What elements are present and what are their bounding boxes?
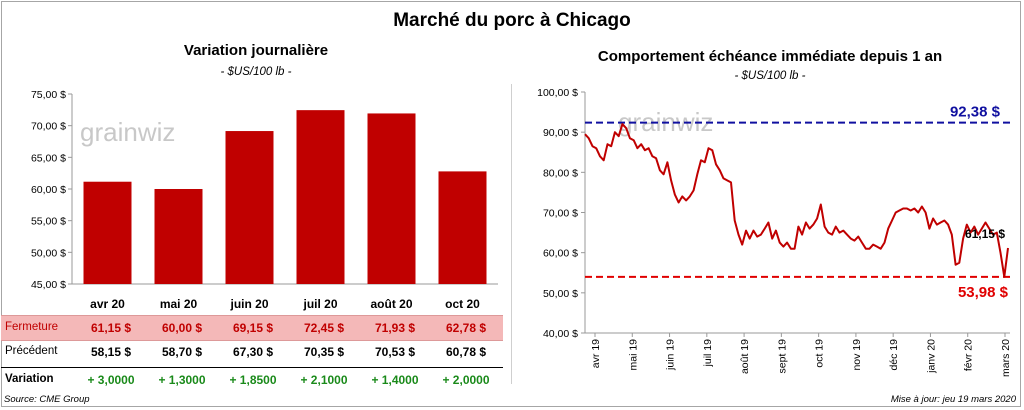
line-x-tick-label: déc 19: [888, 339, 900, 371]
line-x-tick-label: mars 20: [1000, 339, 1012, 377]
variation-cell: + 2,0000: [442, 373, 490, 387]
previous-cell: 60,78 $: [445, 345, 487, 359]
bar: [367, 113, 416, 285]
variation-row: Variation + 3,0000 + 1,3000 + 1,8500 + 2…: [1, 367, 503, 392]
close-cell: 60,00 $: [161, 321, 203, 335]
price-series-line: [584, 123, 1009, 278]
close-cell: 61,15 $: [90, 321, 132, 335]
bar: [225, 131, 274, 284]
update-note: Mise à jour: jeu 19 mars 2020: [890, 394, 1016, 405]
line-x-tick-label: avr 19: [590, 339, 602, 368]
line-x-tick-label: oct 19: [814, 339, 826, 368]
previous-cell: 70,53 $: [374, 345, 416, 359]
high-value-label: 92,38 $: [950, 104, 1001, 121]
page-title: Marché du porc à Chicago: [393, 10, 631, 31]
bar-category-label: juil 20: [302, 297, 337, 311]
panel-divider: [511, 84, 512, 384]
bar-category-label: mai 20: [160, 297, 198, 311]
variation-cell: + 1,3000: [158, 373, 206, 387]
previous-cell: 58,15 $: [90, 345, 132, 359]
bar-y-tick-label: 75,00 $: [31, 89, 66, 101]
line-x-tick-label: juin 19: [665, 339, 677, 371]
close-cell: 62,78 $: [445, 321, 487, 335]
bar: [296, 110, 345, 285]
bar-y-tick-label: 65,00 $: [31, 152, 66, 164]
line-y-tick-label: 90,00 $: [543, 127, 578, 139]
bar-category-label: juin 20: [229, 297, 268, 311]
low-value-label: 53,98 $: [958, 284, 1009, 301]
close-row: Fermeture 61,15 $ 60,00 $ 69,15 $ 72,45 …: [1, 315, 503, 341]
close-label: Fermeture: [5, 321, 59, 333]
line-x-tick-label: févr 20: [963, 339, 975, 371]
previous-label: Précédent: [5, 345, 58, 357]
bar-y-tick-label: 55,00 $: [31, 216, 66, 228]
line-x-tick-label: mai 19: [627, 339, 639, 371]
bar: [438, 171, 487, 284]
bar-chart-title: Variation journalière: [183, 42, 329, 59]
watermark-logo: grainwiz: [80, 117, 175, 147]
last-price-label: 61,15 $: [965, 227, 1005, 241]
line-y-tick-label: 100,00 $: [537, 87, 578, 99]
line-y-tick-label: 70,00 $: [543, 208, 578, 220]
source-note: Source: CME Group: [4, 394, 90, 405]
close-cell: 72,45 $: [303, 321, 345, 335]
bar: [154, 189, 203, 284]
bar-category-label: oct 20: [445, 297, 480, 311]
close-cell: 69,15 $: [232, 321, 274, 335]
variation-cell: + 1,8500: [229, 373, 277, 387]
line-x-tick-label: janv 20: [925, 339, 937, 374]
line-x-tick-label: août 19: [739, 339, 751, 374]
line-x-tick-label: sept 19: [776, 339, 788, 374]
previous-cell: 58,70 $: [161, 345, 203, 359]
variation-cell: + 1,4000: [371, 373, 419, 387]
previous-cell: 70,35 $: [303, 345, 345, 359]
previous-cell: 67,30 $: [232, 345, 274, 359]
line-x-tick-label: nov 19: [851, 339, 863, 371]
bar-y-tick-label: 50,00 $: [31, 247, 66, 259]
bar-y-tick-label: 60,00 $: [31, 184, 66, 196]
line-x-tick-label: juil 19: [702, 339, 714, 368]
line-y-tick-label: 60,00 $: [543, 248, 578, 260]
line-y-tick-label: 80,00 $: [543, 167, 578, 179]
previous-row: Précédent 58,15 $ 58,70 $ 67,30 $ 70,35 …: [1, 340, 503, 364]
close-cell: 71,93 $: [374, 321, 416, 335]
variation-cell: + 2,1000: [300, 373, 348, 387]
line-y-tick-label: 50,00 $: [543, 288, 578, 300]
line-chart-title: Comportement échéance immédiate depuis 1…: [597, 48, 943, 65]
bar-category-label: avr 20: [90, 297, 125, 311]
variation-cell: + 3,0000: [87, 373, 135, 387]
variation-label: Variation: [5, 373, 54, 385]
bar-y-tick-label: 70,00 $: [31, 121, 66, 133]
bar-chart-unit: - $US/100 lb -: [220, 66, 292, 78]
bar-category-label: août 20: [370, 297, 412, 311]
line-y-tick-label: 40,00 $: [543, 328, 578, 340]
bar-y-tick-label: 45,00 $: [31, 279, 66, 291]
line-chart-unit: - $US/100 lb -: [734, 70, 806, 82]
bar: [83, 181, 132, 284]
